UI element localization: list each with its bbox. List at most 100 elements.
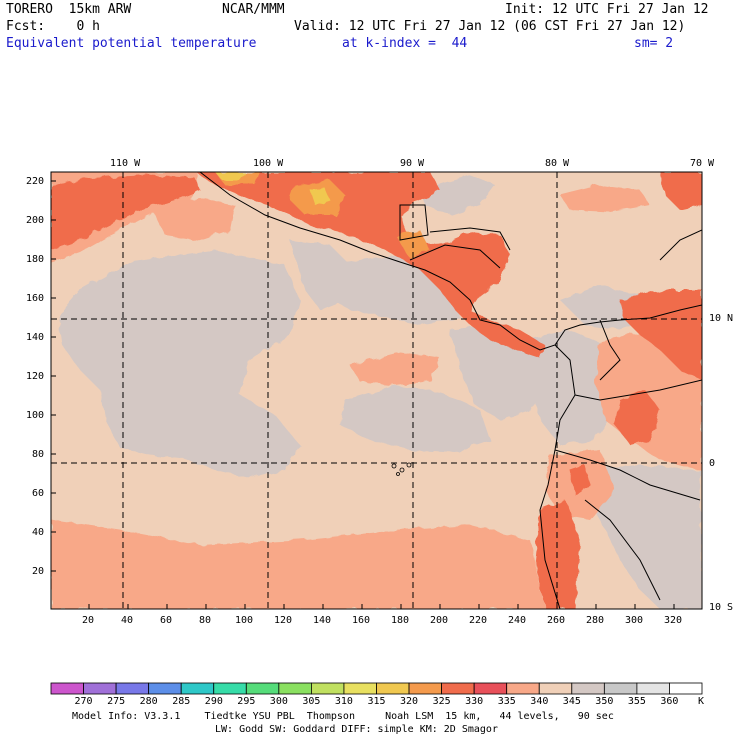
field-grey-patch-c [340, 385, 490, 452]
y-tick-160: 160 [26, 293, 45, 304]
colorbar-swatch [278, 682, 312, 695]
field-salmon-south [51, 520, 545, 609]
colorbar-unit: K [698, 696, 705, 707]
lon-label-110w: 110 W [110, 158, 141, 169]
smoothing-value: sm= 2 [634, 36, 674, 51]
x-tick-300: 300 [625, 615, 644, 626]
colorbar-swatch [408, 682, 442, 695]
lon-label-70w: 70 W [690, 158, 715, 169]
y-tick-140: 140 [26, 332, 45, 343]
lat-label-10n: 10 N [709, 313, 734, 324]
colorbar-swatch [115, 682, 150, 695]
colorbar-level-label: 310 [334, 696, 353, 707]
colorbar-level-label: 300 [269, 696, 288, 707]
model-title: TORERO 15km ARW [6, 2, 132, 17]
x-tick-80: 80 [199, 615, 212, 626]
colorbar-swatch [50, 682, 84, 695]
lon-label-100w: 100 W [253, 158, 284, 169]
colorbar-swatch [343, 682, 377, 695]
colorbar-level-label: 305 [302, 696, 321, 707]
colorbar-level-label: 290 [204, 696, 223, 707]
field-red-colombia [615, 390, 660, 445]
colorbar-swatch [310, 682, 345, 695]
colorbar-level-label: 335 [497, 696, 516, 707]
center-name: NCAR/MMM [222, 2, 285, 17]
x-tick-100: 100 [235, 615, 254, 626]
field-red-venezuela [620, 290, 702, 380]
colorbar-swatch [441, 682, 475, 695]
valid-time: Valid: 12 UTC Fri 27 Jan 12 (06 CST Fri … [294, 19, 686, 34]
y-tick-100: 100 [26, 410, 45, 421]
field-name: Equivalent potential temperature [6, 36, 257, 51]
colorbar-swatch [669, 682, 703, 695]
x-tick-40: 40 [121, 615, 134, 626]
level-index: at k-index = 44 [342, 36, 468, 51]
physics-info-line: LW: Godd SW: Goddard DIFF: simple KM: 2D… [215, 724, 498, 735]
y-tick-180: 180 [26, 254, 45, 265]
colorbar-swatch [83, 682, 117, 695]
x-tick-240: 240 [508, 615, 527, 626]
colorbar-swatch [571, 682, 605, 695]
x-tick-140: 140 [313, 615, 332, 626]
model-info-line: Model Info: V3.3.1 Tiedtke YSU PBL Thomp… [72, 711, 614, 722]
colorbar-level-label: 315 [367, 696, 386, 707]
x-tick-200: 200 [430, 615, 449, 626]
field-salmon-c [560, 185, 650, 212]
x-tick-20: 20 [82, 615, 95, 626]
colorbar-swatch [506, 682, 540, 695]
y-tick-80: 80 [32, 449, 45, 460]
x-tick-60: 60 [160, 615, 173, 626]
y-tick-120: 120 [26, 371, 45, 382]
colorbar-level-label: 320 [400, 696, 419, 707]
galapagos-islands [391, 462, 412, 476]
lat-label-0: 0 [709, 458, 716, 469]
y-tick-20: 20 [32, 566, 45, 577]
x-tick-220: 220 [469, 615, 488, 626]
colorbar-level-label: 330 [465, 696, 484, 707]
field-red-spot-a [570, 465, 590, 495]
field-grey-west [58, 250, 300, 478]
x-tick-280: 280 [586, 615, 605, 626]
y-tick-200: 200 [26, 215, 45, 226]
colorbar-level-label: 340 [530, 696, 549, 707]
lon-label-90w: 90 W [400, 158, 425, 169]
colorbar-swatch [473, 682, 508, 695]
colorbar-level-label: 280 [139, 696, 158, 707]
y-tick-40: 40 [32, 527, 45, 538]
x-tick-160: 160 [352, 615, 371, 626]
field-red-central-america [195, 172, 545, 358]
field-salmon-b [350, 352, 440, 385]
colorbar-swatch [636, 682, 670, 695]
colorbar-swatch [376, 682, 410, 695]
colorbar-level-label: 295 [237, 696, 256, 707]
plot-frame [50, 171, 703, 610]
colorbar-level-label: 350 [595, 696, 614, 707]
colorbar-level-label: 325 [432, 696, 451, 707]
y-tick-220: 220 [26, 176, 45, 187]
colorbar-level-label: 345 [562, 696, 581, 707]
forecast-hour: Fcst: 0 h [6, 19, 100, 34]
latlon-grid [51, 172, 702, 609]
colorbar-swatch [180, 682, 215, 695]
x-tick-180: 180 [391, 615, 410, 626]
coastlines [199, 172, 702, 609]
field-salmon-a [150, 198, 235, 240]
field-yellow-spot [310, 188, 330, 205]
field-yellow-north [215, 172, 245, 180]
field-red-caribbean [660, 172, 702, 210]
colorbar [50, 682, 703, 695]
x-tick-120: 120 [274, 615, 293, 626]
x-tick-260: 260 [547, 615, 566, 626]
lat-label-10s: 10 S [709, 602, 734, 613]
field-grey-patch-e [420, 175, 495, 215]
init-time: Init: 12 UTC Fri 27 Jan 12 [505, 2, 709, 17]
y-tick-60: 60 [32, 488, 45, 499]
x-tick-320: 320 [664, 615, 683, 626]
field-red-northwest [51, 175, 200, 250]
colorbar-level-label: 355 [627, 696, 646, 707]
colorbar-swatch [213, 682, 247, 695]
colorbar-swatch [603, 682, 638, 695]
colorbar-swatch [245, 682, 280, 695]
colorbar-level-label: 360 [660, 696, 679, 707]
